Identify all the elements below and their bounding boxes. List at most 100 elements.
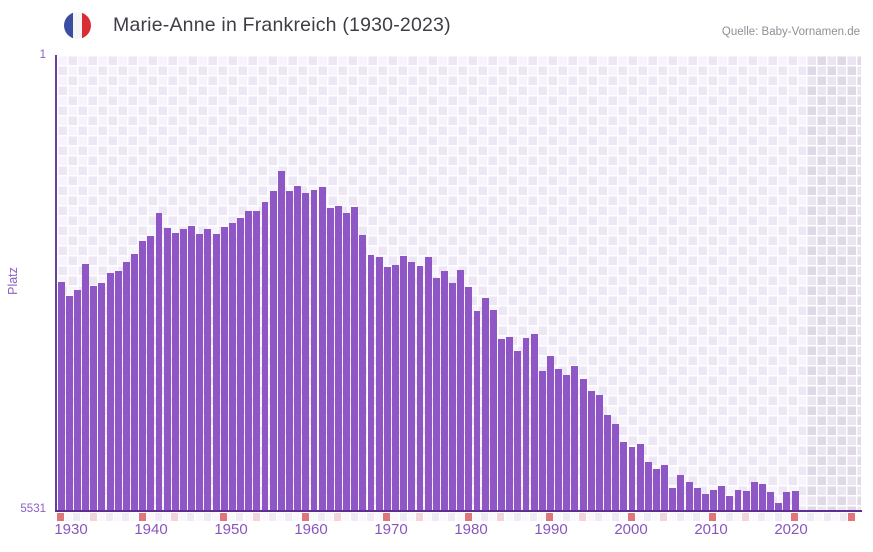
bar[interactable] — [734, 489, 742, 510]
bar[interactable] — [465, 286, 473, 510]
bar[interactable] — [473, 310, 481, 510]
bar[interactable] — [489, 309, 497, 510]
bar[interactable] — [416, 265, 424, 510]
tick-square — [57, 513, 64, 521]
bar[interactable] — [253, 210, 261, 510]
bar[interactable] — [661, 464, 669, 510]
bar[interactable] — [375, 256, 383, 510]
bar[interactable] — [367, 254, 375, 510]
bar[interactable] — [277, 170, 285, 510]
bar[interactable] — [604, 414, 611, 510]
bar[interactable] — [701, 493, 709, 510]
tick-square — [228, 513, 236, 521]
bar[interactable] — [163, 227, 171, 510]
bar[interactable] — [791, 490, 799, 510]
bar[interactable] — [432, 277, 440, 510]
bar[interactable] — [392, 264, 399, 510]
bar[interactable] — [742, 490, 750, 510]
bar[interactable] — [408, 261, 416, 510]
bar[interactable] — [693, 487, 701, 510]
bar[interactable] — [563, 374, 571, 510]
bar[interactable] — [636, 443, 644, 510]
bar[interactable] — [595, 394, 603, 510]
bar[interactable] — [449, 282, 457, 510]
tick-square — [244, 513, 252, 521]
tick-square — [252, 513, 260, 521]
bar[interactable] — [57, 281, 65, 510]
bar[interactable] — [155, 212, 163, 510]
bar[interactable] — [424, 256, 432, 510]
bar[interactable] — [514, 350, 522, 510]
source-label[interactable]: Quelle: Baby-Vornamen.de — [721, 26, 860, 38]
bar[interactable] — [245, 210, 253, 510]
bar[interactable] — [269, 190, 277, 510]
bar[interactable] — [612, 423, 620, 510]
bar[interactable] — [147, 235, 155, 510]
bar[interactable] — [351, 206, 359, 510]
bar[interactable] — [261, 201, 269, 510]
tick-square — [317, 513, 325, 521]
bar[interactable] — [106, 272, 114, 510]
bar[interactable] — [718, 485, 726, 510]
bar[interactable] — [90, 285, 98, 510]
bar[interactable] — [359, 234, 367, 510]
bar[interactable] — [547, 355, 554, 510]
bar[interactable] — [644, 461, 652, 510]
bar[interactable] — [286, 190, 293, 510]
bar[interactable] — [571, 365, 579, 510]
tick-square — [391, 513, 399, 521]
bar[interactable] — [653, 468, 660, 510]
bar[interactable] — [587, 390, 595, 510]
bar[interactable] — [775, 502, 783, 510]
bar[interactable] — [481, 297, 489, 510]
bar[interactable] — [237, 217, 244, 510]
bar[interactable] — [710, 489, 717, 510]
bar[interactable] — [131, 253, 138, 510]
bar[interactable] — [555, 368, 563, 510]
bar[interactable] — [294, 185, 302, 510]
bar[interactable] — [171, 232, 179, 510]
tick-square — [187, 513, 195, 521]
bar[interactable] — [122, 261, 130, 510]
bar[interactable] — [726, 495, 734, 510]
bar[interactable] — [98, 282, 106, 510]
bar[interactable] — [538, 370, 546, 510]
bar[interactable] — [212, 233, 220, 510]
bar[interactable] — [506, 336, 514, 510]
bar[interactable] — [180, 228, 187, 510]
bar[interactable] — [204, 228, 212, 510]
bar[interactable] — [498, 338, 505, 510]
bar[interactable] — [65, 295, 73, 510]
bar[interactable] — [82, 263, 90, 510]
bar[interactable] — [767, 491, 775, 510]
bar[interactable] — [669, 487, 677, 510]
bar[interactable] — [628, 446, 636, 510]
bar[interactable] — [530, 333, 538, 510]
bar[interactable] — [310, 189, 318, 510]
bar[interactable] — [334, 205, 342, 510]
bar[interactable] — [114, 270, 122, 510]
bar[interactable] — [302, 192, 310, 510]
bar[interactable] — [400, 255, 408, 510]
bar[interactable] — [750, 481, 758, 510]
bar[interactable] — [759, 483, 766, 510]
bar[interactable] — [620, 441, 628, 510]
bar[interactable] — [318, 186, 326, 510]
bar[interactable] — [326, 207, 334, 510]
bar[interactable] — [457, 269, 465, 510]
bar[interactable] — [74, 289, 81, 510]
bar[interactable] — [228, 222, 236, 510]
bar[interactable] — [139, 240, 147, 510]
tick-square — [554, 513, 562, 521]
bar[interactable] — [522, 337, 530, 510]
bar[interactable] — [220, 226, 228, 510]
bar[interactable] — [383, 266, 391, 510]
bar[interactable] — [196, 233, 204, 510]
bar[interactable] — [685, 481, 693, 510]
bar[interactable] — [440, 270, 448, 510]
bar[interactable] — [343, 212, 351, 510]
bar[interactable] — [783, 491, 791, 510]
bar[interactable] — [188, 225, 196, 510]
bar[interactable] — [579, 378, 587, 510]
bar[interactable] — [677, 474, 685, 510]
